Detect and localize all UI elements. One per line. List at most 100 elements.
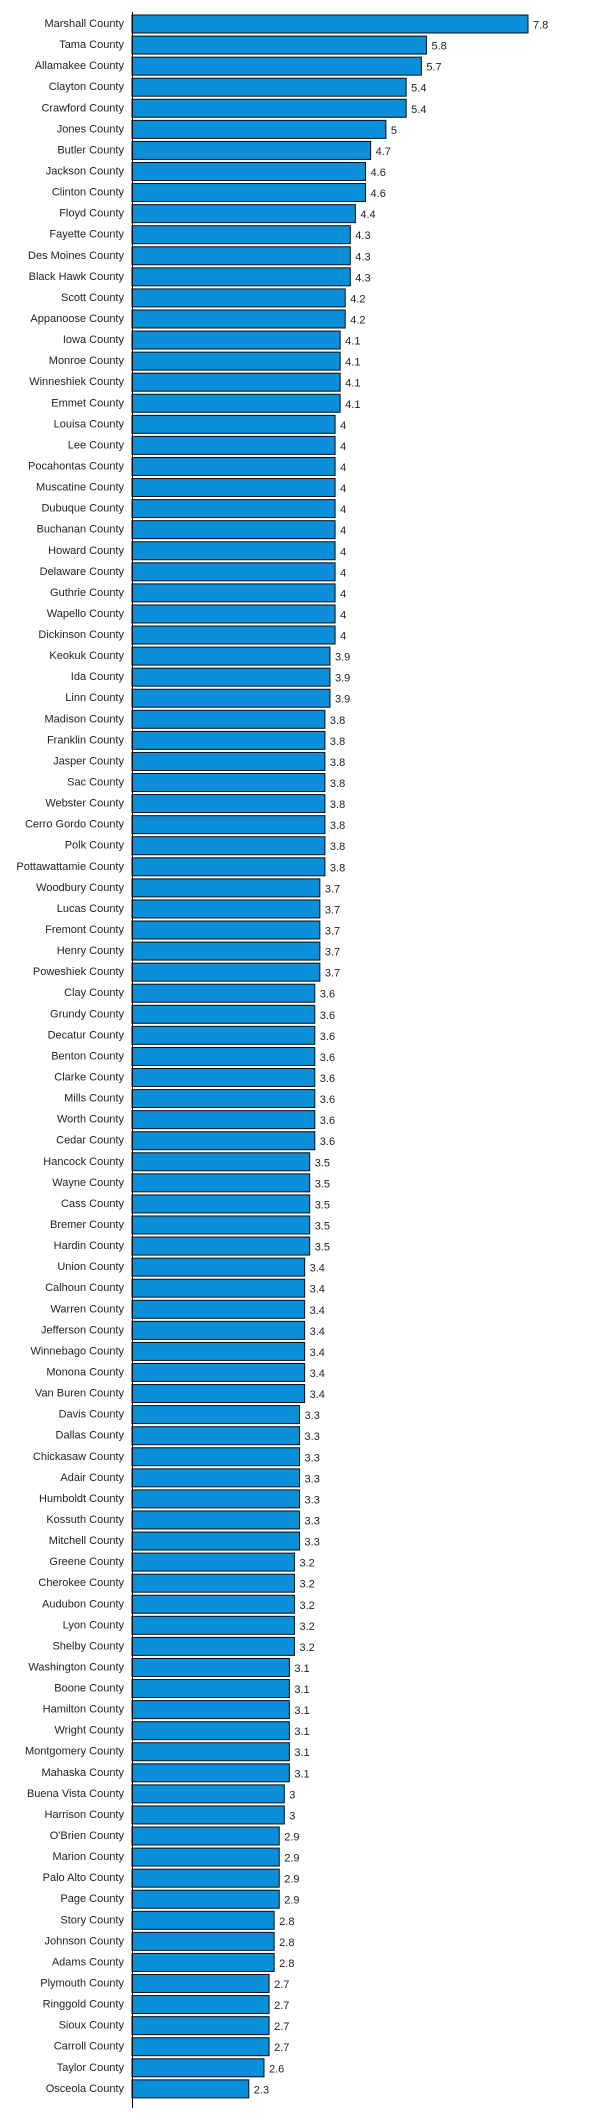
value-label: 3.1	[294, 1747, 309, 1759]
value-label: 3.6	[320, 989, 335, 1001]
category-label: Fremont County	[45, 924, 124, 936]
bar	[131, 246, 351, 266]
value-label: 4	[340, 609, 346, 621]
value-label: 3.4	[310, 1368, 325, 1380]
value-label: 4	[340, 588, 346, 600]
category-label: Muscatine County	[36, 482, 125, 494]
bar	[131, 1657, 290, 1677]
value-label: 4.2	[350, 293, 365, 305]
bar	[131, 414, 336, 434]
value-label: 3.4	[310, 1284, 325, 1296]
bar	[131, 183, 367, 203]
bar	[131, 98, 407, 118]
category-label: Lyon County	[63, 1619, 125, 1631]
category-label: Poweshiek County	[33, 966, 125, 978]
bar	[131, 309, 346, 329]
bar	[131, 1742, 290, 1762]
bar	[131, 941, 321, 961]
category-label: Webster County	[45, 798, 124, 810]
value-label: 4.6	[371, 188, 386, 200]
category-label: Hardin County	[54, 1240, 125, 1252]
category-label: Jefferson County	[41, 1324, 124, 1336]
bar	[131, 1215, 311, 1235]
value-label: 3.9	[335, 673, 350, 685]
value-label: 3.6	[320, 1010, 335, 1022]
bar	[131, 1257, 306, 1277]
bar	[131, 1173, 311, 1193]
bar	[131, 1278, 306, 1298]
bar	[131, 1679, 290, 1699]
category-label: Howard County	[48, 545, 124, 557]
category-label: Clinton County	[52, 187, 125, 199]
category-label: Sioux County	[59, 2020, 125, 2032]
value-label: 4.1	[345, 357, 360, 369]
category-label: Floyd County	[59, 208, 124, 220]
value-label: 3.1	[294, 1726, 309, 1738]
bar	[131, 1974, 270, 1994]
category-label: Decatur County	[48, 1029, 125, 1041]
bar	[131, 1152, 311, 1172]
bar	[131, 14, 529, 34]
bar	[131, 1384, 306, 1404]
bar	[131, 730, 326, 750]
category-label: Winnebago County	[30, 1345, 124, 1357]
bar	[131, 372, 341, 392]
value-label: 3.8	[330, 820, 345, 832]
bar	[131, 1910, 275, 1930]
value-label: 3.1	[294, 1684, 309, 1696]
value-label: 4	[340, 567, 346, 579]
value-label: 4	[340, 462, 346, 474]
value-label: 3.6	[320, 1136, 335, 1148]
bar	[131, 541, 336, 561]
value-labels-group: 7.85.85.75.45.454.74.64.64.44.34.34.34.2…	[254, 20, 549, 2097]
category-label: Taylor County	[57, 2062, 125, 2074]
bar	[131, 625, 336, 645]
value-label: 5.7	[426, 62, 441, 74]
value-label: 4	[340, 631, 346, 643]
category-label: Calhoun County	[45, 1282, 124, 1294]
category-label: Louisa County	[54, 418, 125, 430]
value-label: 3.6	[320, 1052, 335, 1064]
bar	[131, 815, 326, 835]
value-label: 4	[340, 483, 346, 495]
value-label: 4	[340, 546, 346, 558]
bar	[131, 2037, 270, 2057]
category-label: Lucas County	[57, 903, 125, 915]
category-label: Cass County	[61, 1198, 124, 1210]
bar	[131, 1995, 270, 2015]
bar	[131, 604, 336, 624]
bar	[131, 878, 321, 898]
value-label: 3.6	[320, 1115, 335, 1127]
category-label: Cedar County	[56, 1135, 124, 1147]
value-label: 4.6	[371, 167, 386, 179]
bar	[131, 1847, 280, 1867]
value-label: 3.4	[310, 1305, 325, 1317]
category-label: Lee County	[68, 439, 125, 451]
value-label: 3.3	[305, 1494, 320, 1506]
value-label: 3.7	[325, 947, 340, 959]
value-label: 3.2	[299, 1579, 314, 1591]
value-label: 3.3	[305, 1537, 320, 1549]
bar	[131, 583, 336, 603]
category-label: Clay County	[64, 987, 124, 999]
value-label: 3.5	[315, 1199, 330, 1211]
bar	[131, 1889, 280, 1909]
bar	[131, 204, 356, 224]
category-label: Jackson County	[46, 165, 125, 177]
category-label: Adams County	[52, 1956, 125, 1968]
bar	[131, 646, 331, 666]
category-label: Buchanan County	[37, 524, 125, 536]
bar	[131, 836, 326, 856]
bar	[131, 1068, 316, 1087]
bar	[131, 456, 336, 476]
value-label: 3.8	[330, 862, 345, 874]
value-label: 3.4	[310, 1326, 325, 1338]
category-label: Harrison County	[45, 1809, 125, 1821]
value-label: 3.5	[315, 1178, 330, 1190]
category-label: Iowa County	[63, 334, 125, 346]
category-label: Sac County	[67, 777, 124, 789]
bars-group	[131, 14, 529, 2099]
category-label: Cherokee County	[38, 1577, 124, 1589]
value-label: 5.8	[431, 41, 446, 53]
bar	[131, 1636, 295, 1656]
